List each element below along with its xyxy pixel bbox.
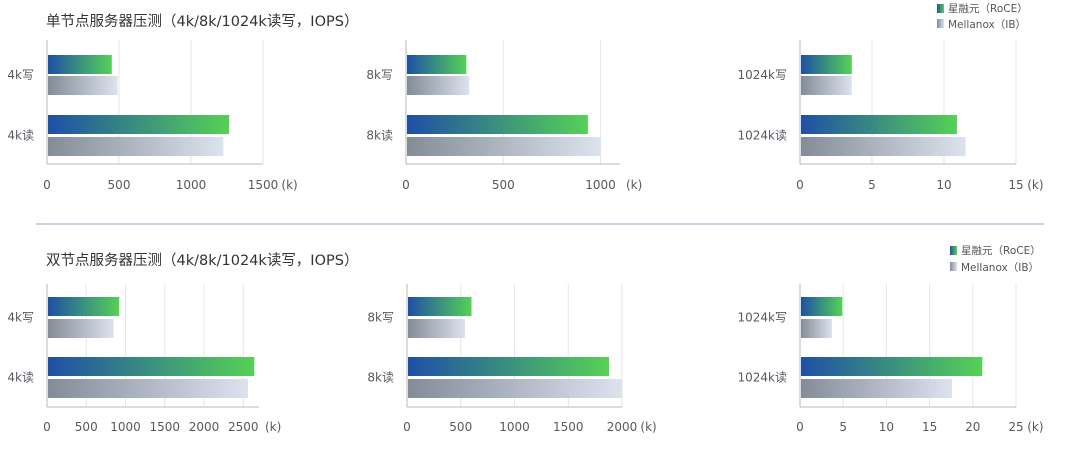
bar-ib [48, 319, 114, 338]
x-tick-label: 1000 [176, 178, 207, 192]
bar-roce [801, 115, 957, 134]
x-tick-label: 1000 [585, 178, 616, 192]
bar-roce [801, 357, 983, 376]
bar-ib [408, 319, 466, 338]
bar-roce [407, 115, 588, 134]
x-tick-label: 1500 [553, 420, 584, 434]
section-title-dual-node: 双节点服务器压测（4k/8k/1024k读写，IOPS） [46, 252, 358, 269]
bar-roce [48, 55, 112, 74]
bar-ib [801, 137, 966, 156]
chart-panel: 0 5 10 15 (k) 1024k写 1024k读 [738, 40, 1044, 192]
bar-ib [48, 137, 224, 156]
legend-label-ib: Mellanox（IB） [948, 19, 1026, 31]
category-label: 4k读 [7, 371, 34, 385]
x-tick-label: 2500 [228, 420, 259, 434]
bar-ib [407, 76, 470, 95]
bar-ib [408, 379, 622, 398]
x-tick-label: 5 [868, 178, 876, 192]
section-title-single-node: 单节点服务器压测（4k/8k/1024k读写，IOPS） [46, 13, 358, 30]
x-tick-label: 0 [402, 178, 410, 192]
x-tick-label: 20 [965, 420, 980, 434]
x-tick-label: 1000 [499, 420, 530, 434]
chart-panel: 0 500 1000 (k) 8k写 8k读 [366, 40, 642, 192]
x-unit-label: (k) [265, 420, 281, 434]
legend-label-roce: 星融元（RoCE） [948, 3, 1028, 15]
x-tick-label: 10 [879, 420, 894, 434]
bar-roce [801, 297, 843, 316]
bar-roce [48, 115, 230, 134]
x-tick-label: 15 [1008, 178, 1023, 192]
x-tick-label: 15 [922, 420, 937, 434]
bar-roce [801, 55, 852, 74]
legend-swatch-ib [950, 262, 957, 271]
legend-swatch-roce [950, 246, 957, 255]
category-label: 4k写 [7, 311, 34, 325]
category-label: 8k写 [367, 311, 394, 325]
x-unit-label: (k) [1027, 420, 1043, 434]
bar-ib [801, 76, 852, 95]
bar-roce [48, 357, 255, 376]
legend-single-node: 星融元（RoCE） Mellanox（IB） [937, 3, 1028, 31]
category-label: 1024k写 [738, 68, 788, 82]
x-tick-label: 1500 [248, 178, 279, 192]
chart-panel: 0 500 1000 1500 (k) 4k写 4k读 [7, 40, 298, 192]
bar-ib [801, 319, 832, 338]
x-unit-label: (k) [626, 178, 642, 192]
x-unit-label: (k) [281, 178, 297, 192]
x-tick-label: 500 [108, 178, 131, 192]
category-label: 8k读 [366, 129, 393, 143]
bar-ib [48, 76, 118, 95]
x-tick-label: 0 [796, 178, 804, 192]
x-tick-label: 0 [403, 420, 411, 434]
category-label: 1024k写 [738, 311, 788, 325]
category-label: 8k读 [367, 371, 394, 385]
category-label: 4k写 [7, 68, 34, 82]
bar-ib [801, 379, 953, 398]
x-tick-label: 1000 [110, 420, 141, 434]
legend-dual-node: 星融元（RoCE） Mellanox（IB） [950, 245, 1041, 274]
category-label: 8k写 [366, 68, 393, 82]
bar-roce [408, 297, 472, 316]
x-tick-label: 500 [449, 420, 472, 434]
x-tick-label: 0 [796, 420, 804, 434]
x-tick-label: 500 [75, 420, 98, 434]
x-unit-label: (k) [1027, 178, 1043, 192]
category-label: 4k读 [7, 129, 34, 143]
legend-label-roce: 星融元（RoCE） [961, 245, 1041, 257]
category-label: 1024k读 [738, 129, 788, 143]
bar-roce [408, 357, 610, 376]
x-tick-label: 0 [43, 178, 51, 192]
x-tick-label: 25 [1008, 420, 1023, 434]
x-tick-label: 10 [936, 178, 951, 192]
chart-panel: 0 5 10 15 20 25 (k) 1024k写 1024k读 [738, 284, 1044, 434]
x-tick-label: 0 [43, 420, 51, 434]
x-tick-label: 2000 [189, 420, 220, 434]
legend-swatch-ib [937, 19, 944, 28]
x-tick-label: 2000 [607, 420, 638, 434]
bar-roce [48, 297, 120, 316]
bar-roce [407, 55, 467, 74]
bar-ib [48, 379, 249, 398]
legend-label-ib: Mellanox（IB） [961, 262, 1039, 274]
x-tick-label: 500 [492, 178, 515, 192]
category-label: 1024k读 [738, 371, 788, 385]
x-tick-label: 1500 [150, 420, 181, 434]
chart-panel: 0 500 1000 1500 2000 2500 (k) 4k写 4k读 [7, 284, 281, 434]
chart-panel: 0 500 1000 1500 2000 (k) 8k写 8k读 [367, 284, 657, 434]
bar-ib [407, 137, 601, 156]
x-tick-label: 5 [839, 420, 847, 434]
x-unit-label: (k) [640, 420, 656, 434]
legend-swatch-roce [937, 4, 944, 13]
